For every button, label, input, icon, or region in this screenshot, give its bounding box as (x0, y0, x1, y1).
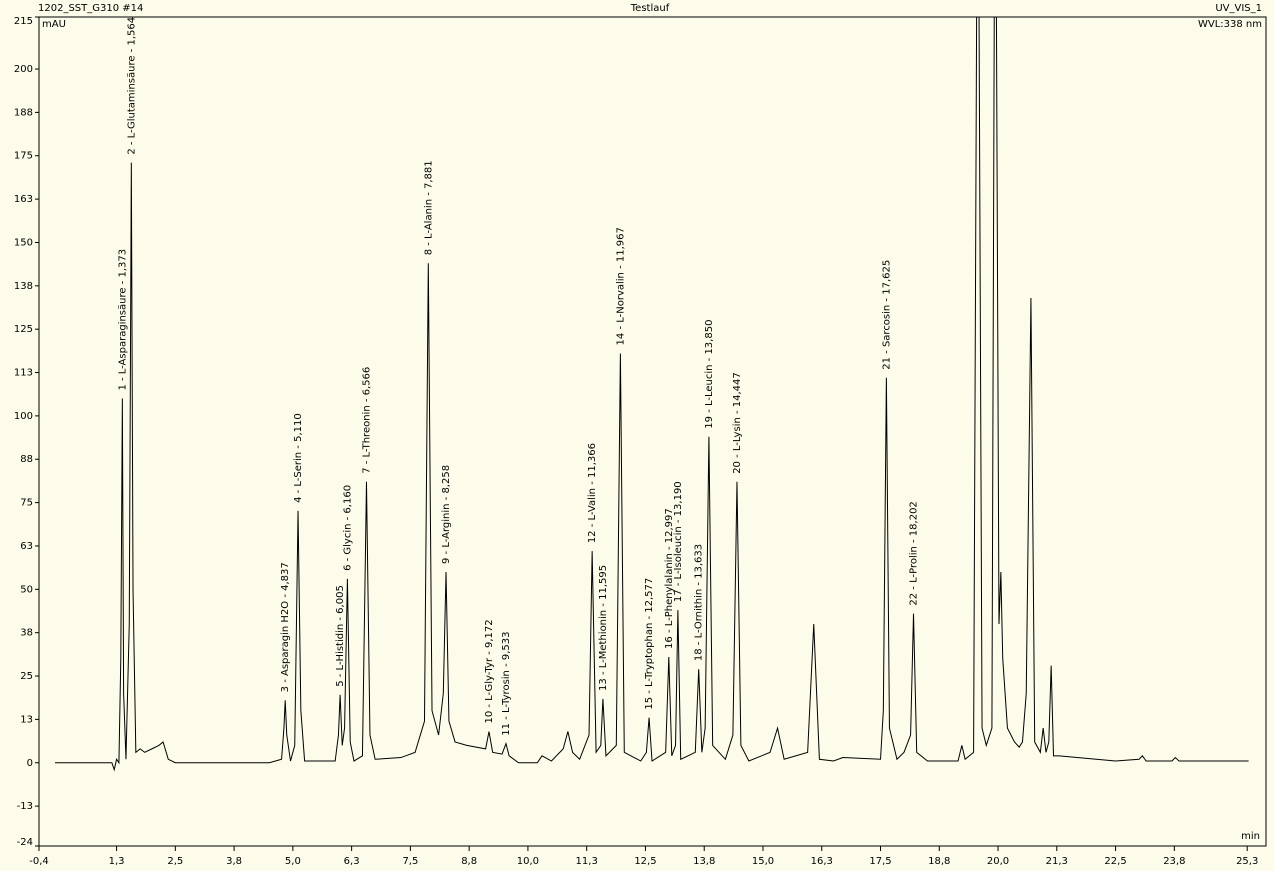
y-tick-label: 113 (14, 368, 33, 379)
peak-label: 18 - L-Ornithin - 13,633 (694, 544, 705, 661)
peak-label: 22 - L-Prolin - 18,202 (909, 501, 920, 605)
peak-label: 16 - L-Phenylalanin - 12,997 (664, 508, 675, 649)
header-left: 1202_SST_G310 #14 (38, 3, 143, 14)
peak-label: 9 - L-Arginin - 8,258 (441, 465, 452, 564)
y-tick-label: 75 (20, 498, 33, 509)
x-tick-label: 10,0 (517, 856, 539, 867)
peak-label: 21 - Sarcosin - 17,625 (881, 260, 892, 370)
y-tick-label: 138 (14, 281, 33, 292)
peak-label: 10 - L-Gly-Tyr - 9,172 (484, 619, 495, 723)
peak-label: 12 - L-Valin - 11,366 (587, 443, 598, 543)
peak-label: 20 - L-Lysin - 14,447 (732, 372, 743, 474)
peak-label: 6 - Glycin - 6,160 (342, 485, 353, 571)
peak-label: 2 - L-Glutaminsäure - 1,564 (126, 17, 137, 155)
x-tick-label: 13,8 (693, 856, 715, 867)
peak-label: 8 - L-Alanin - 7,881 (423, 160, 434, 255)
peak-label: 14 - L-Norvalin - 11,967 (615, 227, 626, 345)
x-tick-label: 6,3 (344, 856, 360, 867)
x-tick-label: -0,4 (29, 856, 49, 867)
peak-label: 17 - L-Isoleucin - 13,190 (673, 481, 684, 602)
x-tick-label: 3,8 (226, 856, 242, 867)
x-tick-label: 12,5 (634, 856, 656, 867)
y-tick-label: 215 (14, 16, 33, 27)
y-tick-label: -24 (17, 837, 33, 848)
y-tick-label: 150 (14, 237, 33, 248)
plot-frame (38, 16, 1267, 847)
x-axis-label: min (1241, 831, 1260, 842)
y-tick-label: 125 (14, 324, 33, 335)
x-tick-label: 8,8 (461, 856, 477, 867)
x-tick-label: 18,8 (928, 856, 950, 867)
x-tick-label: 21,3 (1046, 856, 1068, 867)
x-tick-label: 7,5 (402, 856, 418, 867)
y-tick-label: 188 (14, 107, 33, 118)
x-tick-label: 15,0 (752, 856, 774, 867)
y-tick-label: 13 (20, 714, 33, 725)
peak-label: 7 - L-Threonin - 6,566 (361, 367, 372, 474)
y-tick-label: 88 (20, 454, 33, 465)
peak-label: 19 - L-Leucin - 13,850 (704, 320, 715, 429)
y-tick-label: 50 (20, 584, 33, 595)
header-right: UV_VIS_1 (1215, 3, 1262, 14)
y-tick-label: 163 (14, 194, 33, 205)
y-tick-label: -13 (17, 801, 33, 812)
chromatogram-trace (54, 17, 1249, 772)
wavelength: WVL:338 nm (1198, 19, 1262, 30)
y-tick-label: 63 (20, 541, 33, 552)
x-tick-label: 2,5 (167, 856, 183, 867)
x-tick-label: 1,3 (109, 856, 125, 867)
x-tick-label: 23,8 (1163, 856, 1185, 867)
y-tick-label: 38 (20, 628, 33, 639)
x-tick-label: 25,3 (1236, 856, 1258, 867)
y-tick-label: 200 (14, 64, 33, 75)
y-tick-label: 100 (14, 411, 33, 422)
peak-label: 11 - L-Tyrosin - 9,533 (501, 631, 512, 735)
peak-label: 15 - L-Tryptophan - 12,577 (644, 578, 655, 710)
x-tick-label: 22,5 (1104, 856, 1126, 867)
peak-label: 1 - L-Asparaginsäure - 1,373 (117, 249, 128, 391)
peak-label: 4 - L-Serin - 5,110 (293, 413, 304, 503)
x-tick-label: 5,0 (285, 856, 301, 867)
x-tick-label: 17,5 (869, 856, 891, 867)
y-tick-label: 0 (27, 758, 33, 769)
peak-label: 5 - L-Histidin - 6,005 (335, 585, 346, 687)
y-tick-label: 175 (14, 151, 33, 162)
peak-label: 3 - Asparagin H2O - 4,837 (280, 562, 291, 692)
x-tick-label: 16,3 (811, 856, 833, 867)
x-tick-label: 20,0 (987, 856, 1009, 867)
peak-label: 13 - L-Methionin - 11,595 (598, 565, 609, 691)
chart-title: Testlauf (630, 3, 670, 14)
x-tick-label: 11,3 (576, 856, 598, 867)
y-tick-label: 25 (20, 671, 33, 682)
y-axis-label: mAU (42, 19, 66, 30)
